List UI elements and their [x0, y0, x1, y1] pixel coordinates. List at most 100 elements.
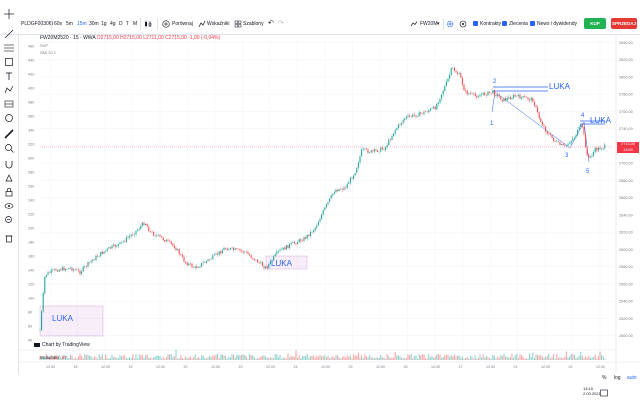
- candle-body: [445, 81, 447, 87]
- volume-bar: [199, 358, 201, 360]
- time-axis-label: 24: [294, 365, 298, 369]
- wave-label[interactable]: 2: [493, 79, 497, 85]
- candle-body: [263, 266, 265, 269]
- interval-t[interactable]: T: [126, 21, 130, 27]
- gear-icon[interactable]: [446, 20, 454, 28]
- zoom-out-icon[interactable]: [4, 215, 14, 225]
- candle-body: [311, 231, 313, 233]
- symbol-search[interactable]: PLDGF00306t: [21, 21, 53, 27]
- volume-bar: [124, 355, 126, 360]
- candle-body: [93, 259, 95, 261]
- volume-bar: [516, 353, 518, 360]
- text-icon[interactable]: [4, 71, 14, 81]
- candle-body: [540, 118, 542, 123]
- interval-5m[interactable]: 5m: [66, 21, 73, 27]
- luka-box-label[interactable]: LUKA: [271, 259, 292, 268]
- interval-d[interactable]: D: [119, 21, 123, 27]
- crosshair-icon[interactable]: [4, 9, 14, 19]
- zoom-in-icon[interactable]: [4, 143, 14, 153]
- checkbox-news[interactable]: News i dywidendy: [530, 14, 577, 34]
- candle-body: [316, 225, 318, 228]
- time-axis-label: 12:00: [266, 365, 275, 369]
- candle-body: [597, 147, 599, 151]
- volume-bar: [316, 355, 318, 360]
- volume-bar: [162, 356, 164, 360]
- stay-drawing-icon[interactable]: [4, 173, 14, 183]
- trash-icon[interactable]: [4, 233, 14, 243]
- shapes-icon[interactable]: [4, 113, 14, 123]
- volume-bar: [215, 354, 217, 360]
- chevron-down-icon[interactable]: ▾: [437, 21, 440, 27]
- templates-button[interactable]: Szablony: [243, 21, 264, 27]
- tradingview-attribution[interactable]: Chart by TradingView: [34, 342, 90, 348]
- volume-indicator-legend[interactable]: Wolumen 27: [40, 355, 67, 360]
- candle-body: [573, 137, 575, 139]
- volume-bar: [373, 358, 375, 360]
- indicators-button[interactable]: Wskaźniki: [207, 21, 230, 27]
- volume-bar: [425, 358, 427, 360]
- interval-60s[interactable]: 60s: [54, 21, 63, 27]
- eye-icon[interactable]: [4, 201, 14, 211]
- candles-icon[interactable]: [144, 20, 152, 28]
- left-axis-label: 140: [28, 269, 34, 273]
- buy-button[interactable]: KUP: [584, 18, 606, 29]
- left-axis-label: 400: [28, 87, 34, 91]
- candle-body: [405, 116, 407, 119]
- trend-line-icon[interactable]: [4, 29, 14, 39]
- volume-bar: [101, 354, 103, 360]
- candle-body: [226, 248, 228, 251]
- undo-icon[interactable]: ↶: [268, 20, 274, 27]
- snapshot-icon[interactable]: [459, 20, 467, 28]
- lock-icon[interactable]: [4, 187, 14, 197]
- interval-15m[interactable]: 15m: [77, 21, 87, 27]
- auto-scale-button[interactable]: auto: [626, 375, 637, 381]
- volume-bar: [538, 355, 540, 360]
- notification-icon[interactable]: [600, 389, 608, 397]
- candle-body: [508, 97, 510, 99]
- redo-icon[interactable]: ↷: [278, 20, 284, 27]
- wave-label[interactable]: 4: [581, 113, 585, 119]
- percent-scale-button[interactable]: %: [602, 375, 607, 381]
- volume-bar: [210, 357, 212, 360]
- volume-bar: [332, 356, 334, 360]
- luka-box-label[interactable]: LUKA: [52, 314, 73, 323]
- candle-body: [234, 248, 236, 250]
- candle-body: [394, 130, 396, 134]
- volume-bar: [81, 355, 83, 360]
- interval-m[interactable]: M: [133, 21, 138, 27]
- wave-label[interactable]: 3: [565, 153, 569, 159]
- luka-line-label[interactable]: LUKA: [590, 116, 611, 125]
- checkbox-kontrakty[interactable]: Kontrakty: [473, 14, 501, 34]
- volume-bar: [503, 354, 505, 360]
- rectangle-icon[interactable]: [4, 57, 14, 67]
- left-axis-label: 320: [28, 143, 34, 147]
- wave-label[interactable]: 1: [490, 121, 494, 127]
- pattern-icon[interactable]: [4, 85, 14, 95]
- fib-icon[interactable]: [4, 43, 14, 53]
- luka-line-label[interactable]: LUKA: [549, 82, 570, 91]
- candle-body: [407, 115, 409, 117]
- indicators-icon[interactable]: [198, 20, 206, 28]
- compare-button[interactable]: Porównaj: [172, 21, 193, 27]
- wave-label[interactable]: 5: [586, 169, 590, 175]
- compare-plus-icon[interactable]: [162, 20, 170, 28]
- interval-1g[interactable]: 1g: [101, 21, 107, 27]
- magnet-icon[interactable]: [4, 159, 14, 169]
- instrument-selector[interactable]: FW20M: [420, 21, 438, 27]
- sell-button[interactable]: SPRZEDAJ: [611, 18, 637, 29]
- templates-icon[interactable]: [234, 20, 242, 28]
- volume-bar: [137, 358, 139, 360]
- candle-body: [261, 262, 263, 267]
- time-axis-label: 20: [184, 365, 188, 369]
- interval-4g[interactable]: 4g: [110, 21, 116, 27]
- candle-body: [337, 189, 339, 192]
- interval-30m[interactable]: 30m: [89, 21, 99, 27]
- checkbox-zlecenia[interactable]: Zlecenia: [502, 14, 528, 34]
- volume-bar: [119, 354, 121, 360]
- ruler-icon[interactable]: [4, 129, 14, 139]
- prediction-icon[interactable]: [4, 99, 14, 109]
- log-scale-button[interactable]: log: [613, 375, 621, 381]
- candle-body: [503, 98, 505, 102]
- volume-bar: [441, 357, 443, 360]
